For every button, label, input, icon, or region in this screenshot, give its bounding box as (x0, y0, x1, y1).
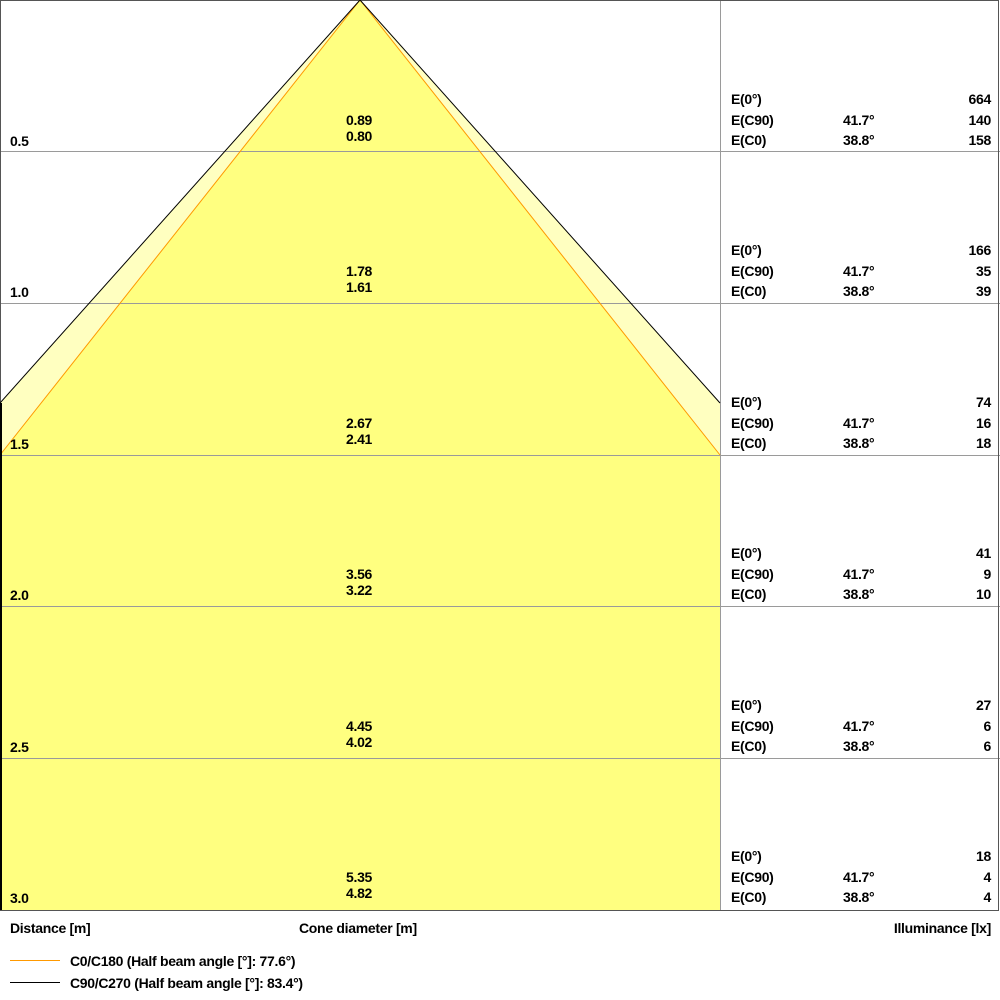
ec90-angle: 41.7° (843, 869, 875, 885)
cone-diameter-c0: 4.02 (346, 733, 373, 750)
ec90-angle: 41.7° (843, 111, 875, 128)
distance-label: 3.0 (10, 890, 29, 906)
ec90-value: 4 (983, 869, 992, 885)
e0-label: E(0°) (731, 393, 762, 410)
e0-label: E(0°) (731, 242, 762, 258)
e0-value: 74 (976, 393, 991, 410)
ec0-angle: 38.8° (843, 586, 875, 602)
ec0-angle: 38.8° (843, 131, 875, 148)
ec0-label: E(C0) (731, 131, 767, 148)
cone-diameter-axis-label: Cone diameter [m] (299, 920, 417, 936)
ec0-label: E(C0) (731, 586, 767, 602)
e0-value: 664 (968, 90, 992, 107)
ec90-angle: 41.7° (843, 414, 875, 431)
ec0-angle: 38.8° (843, 737, 875, 754)
e0-label: E(0°) (731, 90, 762, 107)
distance-axis-label: Distance [m] (10, 920, 91, 936)
ec90-value: 16 (976, 414, 991, 431)
c0-beam-line (0, 0, 721, 456)
ec90-angle: 41.7° (843, 717, 875, 734)
e0-value: 18 (976, 848, 991, 864)
legend-c0-label: C0/C180 (Half beam angle [°]: 77.6°) (70, 953, 296, 969)
ec0-value: 158 (968, 131, 992, 148)
cone-diameter-c0: 0.80 (346, 127, 373, 144)
legend-c90-label: C90/C270 (Half beam angle [°]: 83.4°) (70, 975, 303, 991)
ec0-angle: 38.8° (843, 434, 875, 451)
ec90-value: 9 (983, 566, 992, 582)
ec90-value: 35 (976, 263, 991, 279)
ec90-label: E(C90) (731, 263, 774, 279)
e0-label: E(0°) (731, 545, 762, 561)
distance-label: 0.5 (10, 132, 29, 149)
cone-diameter-c90: 2.67 (346, 414, 373, 431)
distance-label: 2.0 (10, 587, 29, 603)
ec0-label: E(C0) (731, 737, 767, 754)
c90-beam-line (0, 0, 721, 404)
e0-label: E(0°) (731, 696, 762, 713)
illuminance-axis-label: Illuminance [lx] (893, 920, 991, 936)
distance-label: 1.5 (10, 435, 29, 452)
ec90-label: E(C90) (731, 111, 774, 128)
ec0-angle: 38.8° (843, 889, 875, 905)
cone-diameter-c0: 3.22 (346, 582, 373, 598)
e0-value: 41 (976, 545, 991, 561)
cone-diameter-c90: 4.45 (346, 717, 373, 734)
ec90-label: E(C90) (731, 869, 774, 885)
e0-value: 166 (968, 242, 992, 258)
distance-label: 2.5 (10, 738, 29, 755)
distance-label: 1.0 (10, 284, 29, 300)
ec0-value: 4 (983, 889, 992, 905)
cone-diameter-c90: 0.89 (346, 111, 373, 128)
cone-diameter-c0: 2.41 (346, 430, 373, 447)
ec90-angle: 41.7° (843, 263, 875, 279)
ec0-label: E(C0) (731, 434, 767, 451)
cone-diameter-c0: 4.82 (346, 885, 373, 901)
ec0-label: E(C0) (731, 889, 767, 905)
ec90-angle: 41.7° (843, 566, 875, 582)
cone-diameter-c90: 3.56 (346, 566, 373, 582)
cone-diameter-c90: 5.35 (346, 869, 373, 885)
cone-diameter-c90: 1.78 (346, 263, 373, 279)
ec90-value: 6 (983, 717, 992, 734)
ec0-value: 18 (976, 434, 991, 451)
ec0-label: E(C0) (731, 283, 767, 299)
e0-label: E(0°) (731, 848, 762, 864)
ec0-angle: 38.8° (843, 283, 875, 299)
ec90-value: 140 (968, 111, 992, 128)
e0-value: 27 (976, 696, 991, 713)
ec0-value: 6 (983, 737, 992, 754)
cone-diameter-c0: 1.61 (346, 279, 373, 295)
ec90-label: E(C90) (731, 566, 774, 582)
ec0-value: 10 (976, 586, 991, 602)
ec90-label: E(C90) (731, 414, 774, 431)
grid-lines (0, 0, 1000, 910)
ec0-value: 39 (976, 283, 991, 299)
ec90-label: E(C90) (731, 717, 774, 734)
